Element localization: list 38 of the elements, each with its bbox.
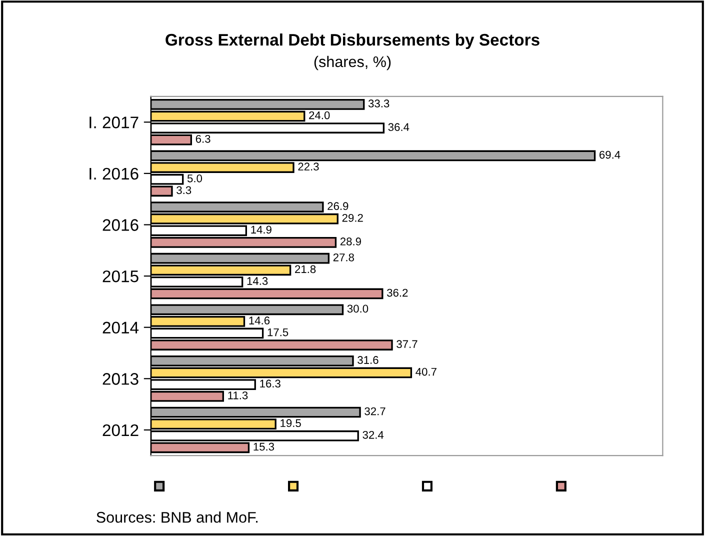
data-label: 69.4 xyxy=(600,150,620,159)
data-label: 19.5 xyxy=(280,419,301,428)
data-label: 33.3 xyxy=(368,100,390,108)
data-label: 11.3 xyxy=(228,391,248,400)
y-tick-label: 2015 xyxy=(102,270,138,282)
data-label: 29.2 xyxy=(342,214,363,222)
data-label: 37.7 xyxy=(396,340,418,348)
data-label: 3.3 xyxy=(176,186,192,194)
data-label: 17.5 xyxy=(268,328,288,336)
y-tick-label: 2012 xyxy=(102,424,138,436)
y-tick-label: 2013 xyxy=(102,373,138,385)
data-label: 16.3 xyxy=(260,380,280,388)
data-label: 6.3 xyxy=(196,134,210,143)
data-label: 15.3 xyxy=(254,442,274,451)
data-label: 27.8 xyxy=(333,253,354,262)
y-tick-label: 2014 xyxy=(102,322,139,334)
y-tick-label: I. 2016 xyxy=(90,168,138,180)
data-label: 14.6 xyxy=(249,316,270,324)
data-label: 14.3 xyxy=(247,277,268,285)
chart-title: Gross External Debt Disbursements by Sectors xyxy=(166,33,540,50)
y-tick-label: I. 2017 xyxy=(90,116,138,128)
data-label: 30.0 xyxy=(347,304,368,313)
data-label: 14.9 xyxy=(251,226,272,234)
data-label: 22.3 xyxy=(298,162,319,171)
data-label: 5.0 xyxy=(187,174,202,182)
data-label: 32.7 xyxy=(364,407,386,416)
y-tick-label: 2016 xyxy=(102,219,138,231)
data-label: 24.0 xyxy=(309,111,330,120)
data-label: 31.6 xyxy=(358,356,378,364)
data-label: 21.8 xyxy=(295,265,316,274)
data-label: 36.2 xyxy=(387,288,408,297)
data-label: 40.7 xyxy=(416,368,436,376)
data-label: 28.9 xyxy=(340,238,361,246)
data-label: 32.4 xyxy=(362,430,384,439)
chart-subtitle: (shares, %) xyxy=(314,56,391,70)
data-label: 26.9 xyxy=(328,202,348,210)
data-label: 36.4 xyxy=(388,123,410,132)
source-note: Sources: BNB and MoF. xyxy=(96,512,258,523)
